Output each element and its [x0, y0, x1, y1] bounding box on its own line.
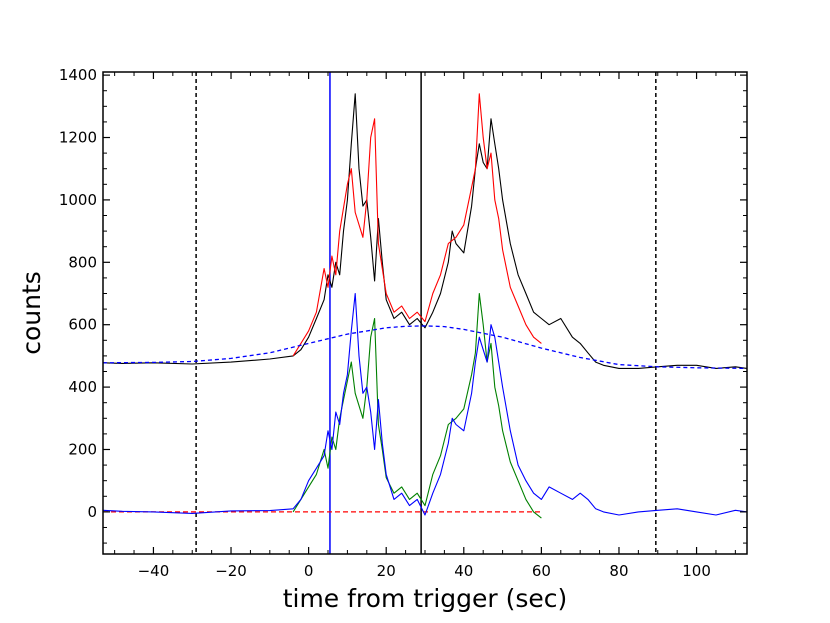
plot-frame — [102, 71, 748, 555]
x-tick-label: 80 — [609, 562, 628, 580]
series-line-4 — [102, 292, 748, 516]
series-line-3 — [292, 292, 542, 519]
y-tick-label: 1400 — [59, 66, 97, 84]
axis-ticks: −40 −20 0 20 40 60 80 1000200400600800100012001… — [59, 66, 747, 580]
y-tick-label: 0 — [87, 503, 97, 521]
x-tick-label: 60 — [532, 562, 551, 580]
series-layer — [102, 93, 748, 519]
plot-background — [103, 72, 747, 554]
x-tick-label: 40 — [454, 562, 473, 580]
x-tick-label: 20 — [377, 562, 396, 580]
y-tick-label: 800 — [68, 253, 97, 271]
y-tick-label: 1200 — [59, 129, 97, 147]
x-axis-label: time from trigger (sec) — [283, 584, 568, 613]
x-tick-label: 100 — [682, 562, 711, 580]
x-tick-label: 0 — [304, 562, 314, 580]
y-tick-label: 1000 — [59, 191, 97, 209]
x-tick-label: −20 — [215, 562, 247, 580]
series-line-1 — [102, 93, 748, 369]
y-tick-label: 400 — [68, 378, 97, 396]
x-tick-label: −40 — [138, 562, 170, 580]
y-tick-label: 200 — [68, 440, 97, 458]
series-line-2 — [292, 93, 542, 357]
y-axis-label: counts — [17, 271, 46, 355]
y-tick-label: 600 — [68, 316, 97, 334]
series-line-5 — [102, 325, 748, 370]
reference-lines — [103, 72, 657, 554]
